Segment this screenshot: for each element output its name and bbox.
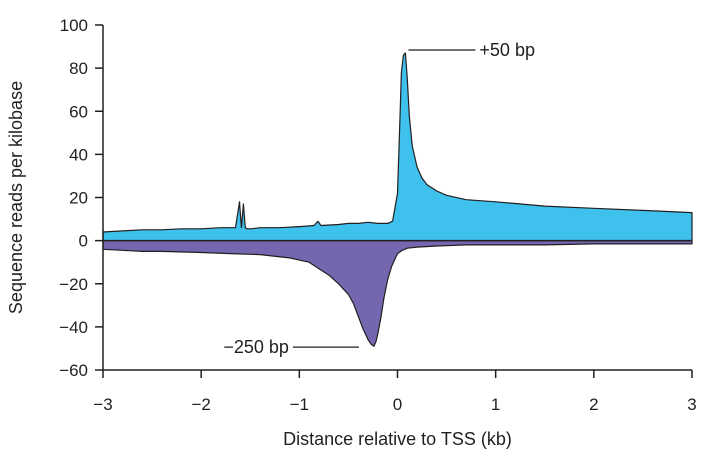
x-tick-label: −3: [93, 395, 112, 414]
y-axis-label: Sequence reads per kilobase: [6, 81, 26, 314]
x-tick-label: 1: [491, 395, 500, 414]
x-tick-label: 0: [393, 395, 402, 414]
x-tick-label: −1: [290, 395, 309, 414]
negative-reads-area: [103, 241, 692, 347]
annotation-plus50bp: +50 bp: [479, 40, 535, 60]
annotation-minus250bp: −250 bp: [223, 337, 289, 357]
y-tick-label: 40: [69, 145, 88, 164]
y-tick-label: 100: [60, 16, 88, 35]
y-tick-label: −60: [59, 361, 88, 380]
y-tick-label: 80: [69, 59, 88, 78]
x-axis-label: Distance relative to TSS (kb): [283, 429, 512, 449]
positive-reads-area: [103, 53, 692, 241]
y-tick-label: 0: [79, 232, 88, 251]
axes: [95, 25, 692, 378]
x-tick-label: −2: [191, 395, 210, 414]
x-tick-label: 3: [687, 395, 696, 414]
y-tick-label: −20: [59, 275, 88, 294]
x-tick-label: 2: [589, 395, 598, 414]
y-tick-label: 20: [69, 189, 88, 208]
y-tick-label: 60: [69, 102, 88, 121]
y-tick-label: −40: [59, 318, 88, 337]
plot-areas: [103, 53, 692, 346]
